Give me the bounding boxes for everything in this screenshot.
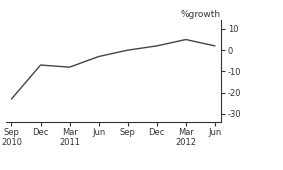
Text: %growth: %growth bbox=[181, 10, 221, 19]
